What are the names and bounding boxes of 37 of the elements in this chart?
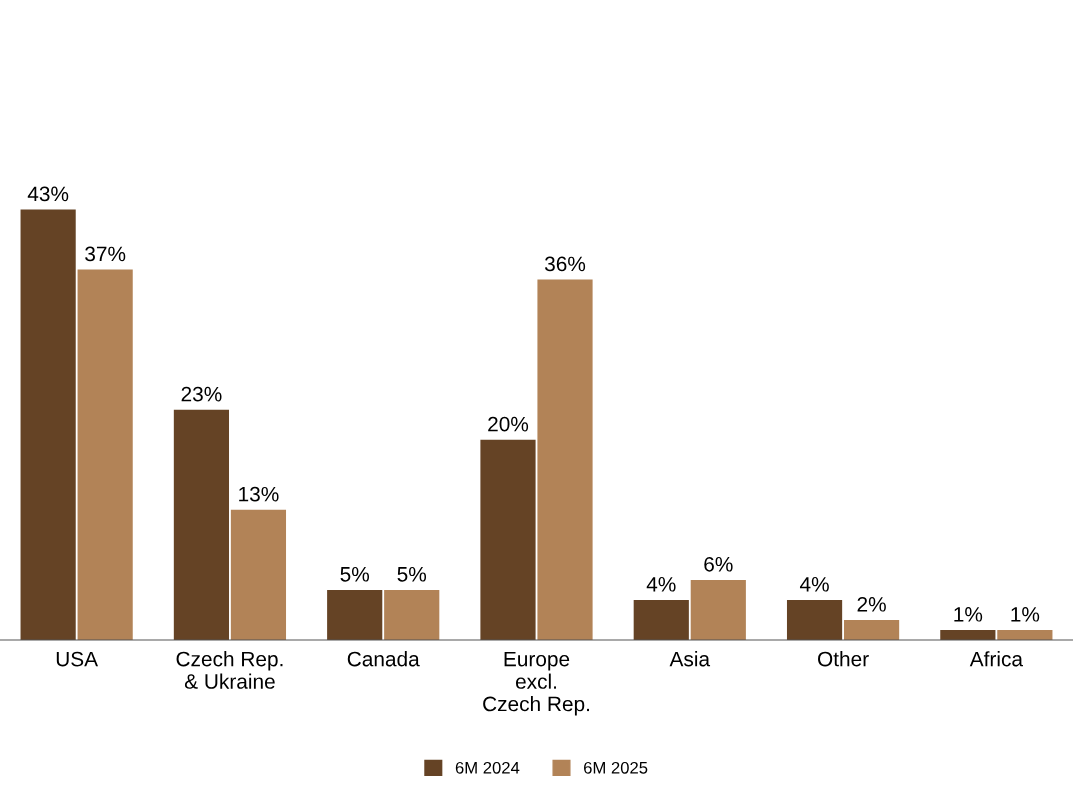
bar	[20, 209, 76, 640]
bar	[384, 589, 440, 640]
data-label: 36%	[544, 256, 586, 272]
x-tick-label: Canada	[347, 651, 420, 667]
legend-label: 6M 2025	[584, 761, 648, 774]
data-label: 13%	[239, 486, 279, 502]
bar	[77, 269, 133, 640]
bar	[690, 579, 746, 640]
data-label: 4%	[799, 577, 829, 592]
data-label: 4%	[646, 577, 676, 592]
bar	[786, 599, 843, 640]
bar	[480, 439, 536, 640]
data-label: 5%	[340, 567, 370, 582]
data-label: 43%	[27, 186, 69, 202]
bar	[843, 619, 900, 640]
x-tick-label: Asia	[669, 651, 711, 667]
x-tick-label: Other	[818, 651, 869, 667]
data-label: 5%	[397, 567, 427, 582]
x-tick-label: USA	[56, 651, 99, 667]
bar	[940, 629, 996, 640]
bar	[633, 599, 689, 640]
data-label: 20%	[488, 416, 529, 432]
x-tick-label: Africa	[969, 651, 1023, 667]
data-label: 1%	[1011, 607, 1040, 622]
x-tick-label: Czech Rep. & Ukraine	[176, 651, 283, 689]
x-tick-label: Europe excl. Czech Rep.	[483, 651, 590, 716]
data-label: 23%	[181, 386, 222, 402]
bar	[537, 279, 593, 640]
legend-label: 6M 2024	[455, 761, 520, 774]
bar	[173, 409, 230, 640]
data-label: 6%	[704, 556, 733, 572]
data-label: 1%	[954, 607, 983, 622]
bar	[230, 509, 287, 640]
data-label: 2%	[857, 596, 886, 612]
bar	[327, 589, 383, 640]
data-label: 37%	[85, 246, 126, 262]
bar	[997, 629, 1053, 640]
